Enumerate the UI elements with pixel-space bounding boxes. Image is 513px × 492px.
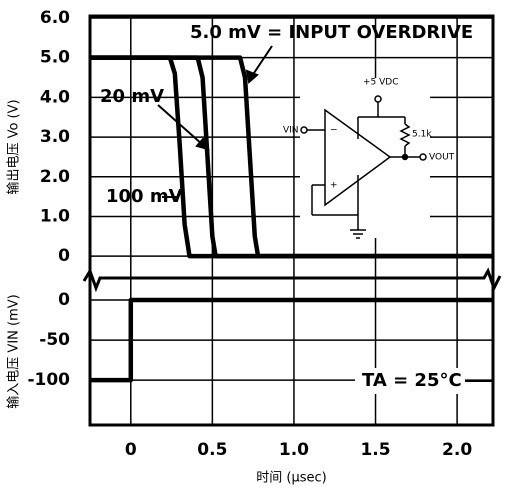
y-tick-label: 4.0 (40, 87, 70, 107)
input-label: VIN (283, 126, 299, 136)
marks (90, 55, 493, 383)
x-axis-label: 时间 (μsec) (256, 471, 326, 486)
axis-break (82, 267, 502, 293)
x-tick-label: 2.0 (442, 440, 472, 460)
x-tick-label: 0.5 (197, 440, 227, 460)
y-tick-label: 6.0 (40, 8, 70, 28)
y-axis-label: 输出电压 Vo (V) (6, 99, 22, 194)
y-tick-label: -50 (39, 330, 70, 350)
grid (90, 16, 493, 425)
x-tick-label: 1.5 (360, 440, 390, 460)
y-tick-label: -100 (27, 370, 70, 390)
annotation-arrows (157, 45, 273, 198)
series-label: 100 mV (106, 186, 183, 207)
x-tick-label: 0 (125, 440, 137, 460)
resistor-label: 5.1k (412, 130, 432, 140)
y-tick-label: 1.0 (40, 206, 70, 226)
y-tick-label: 3.0 (40, 127, 70, 147)
supply-label: +5 VDC (363, 78, 399, 88)
series-label: 5.0 mV = INPUT OVERDRIVE (190, 22, 473, 43)
temperature-label: TA = 25°C (362, 370, 462, 391)
y-tick-label: 5.0 (40, 48, 70, 68)
minus-sign: − (330, 126, 338, 136)
plot-frame (88, 14, 495, 427)
data-line (90, 297, 493, 383)
y-tick-label: 0 (58, 290, 70, 310)
y-axis-label: 输入电压 VIN (mV) (6, 294, 22, 408)
label-bg (355, 368, 465, 394)
plus-sign: + (330, 181, 338, 191)
y-tick-label: 2.0 (40, 167, 70, 187)
circuit-diagram (300, 78, 430, 239)
output-label: VOUT (429, 153, 455, 163)
series-label: 20 mV (100, 86, 164, 107)
y-tick-label: 0 (58, 246, 70, 266)
x-tick-label: 1.0 (279, 440, 309, 460)
data-line (90, 55, 493, 259)
